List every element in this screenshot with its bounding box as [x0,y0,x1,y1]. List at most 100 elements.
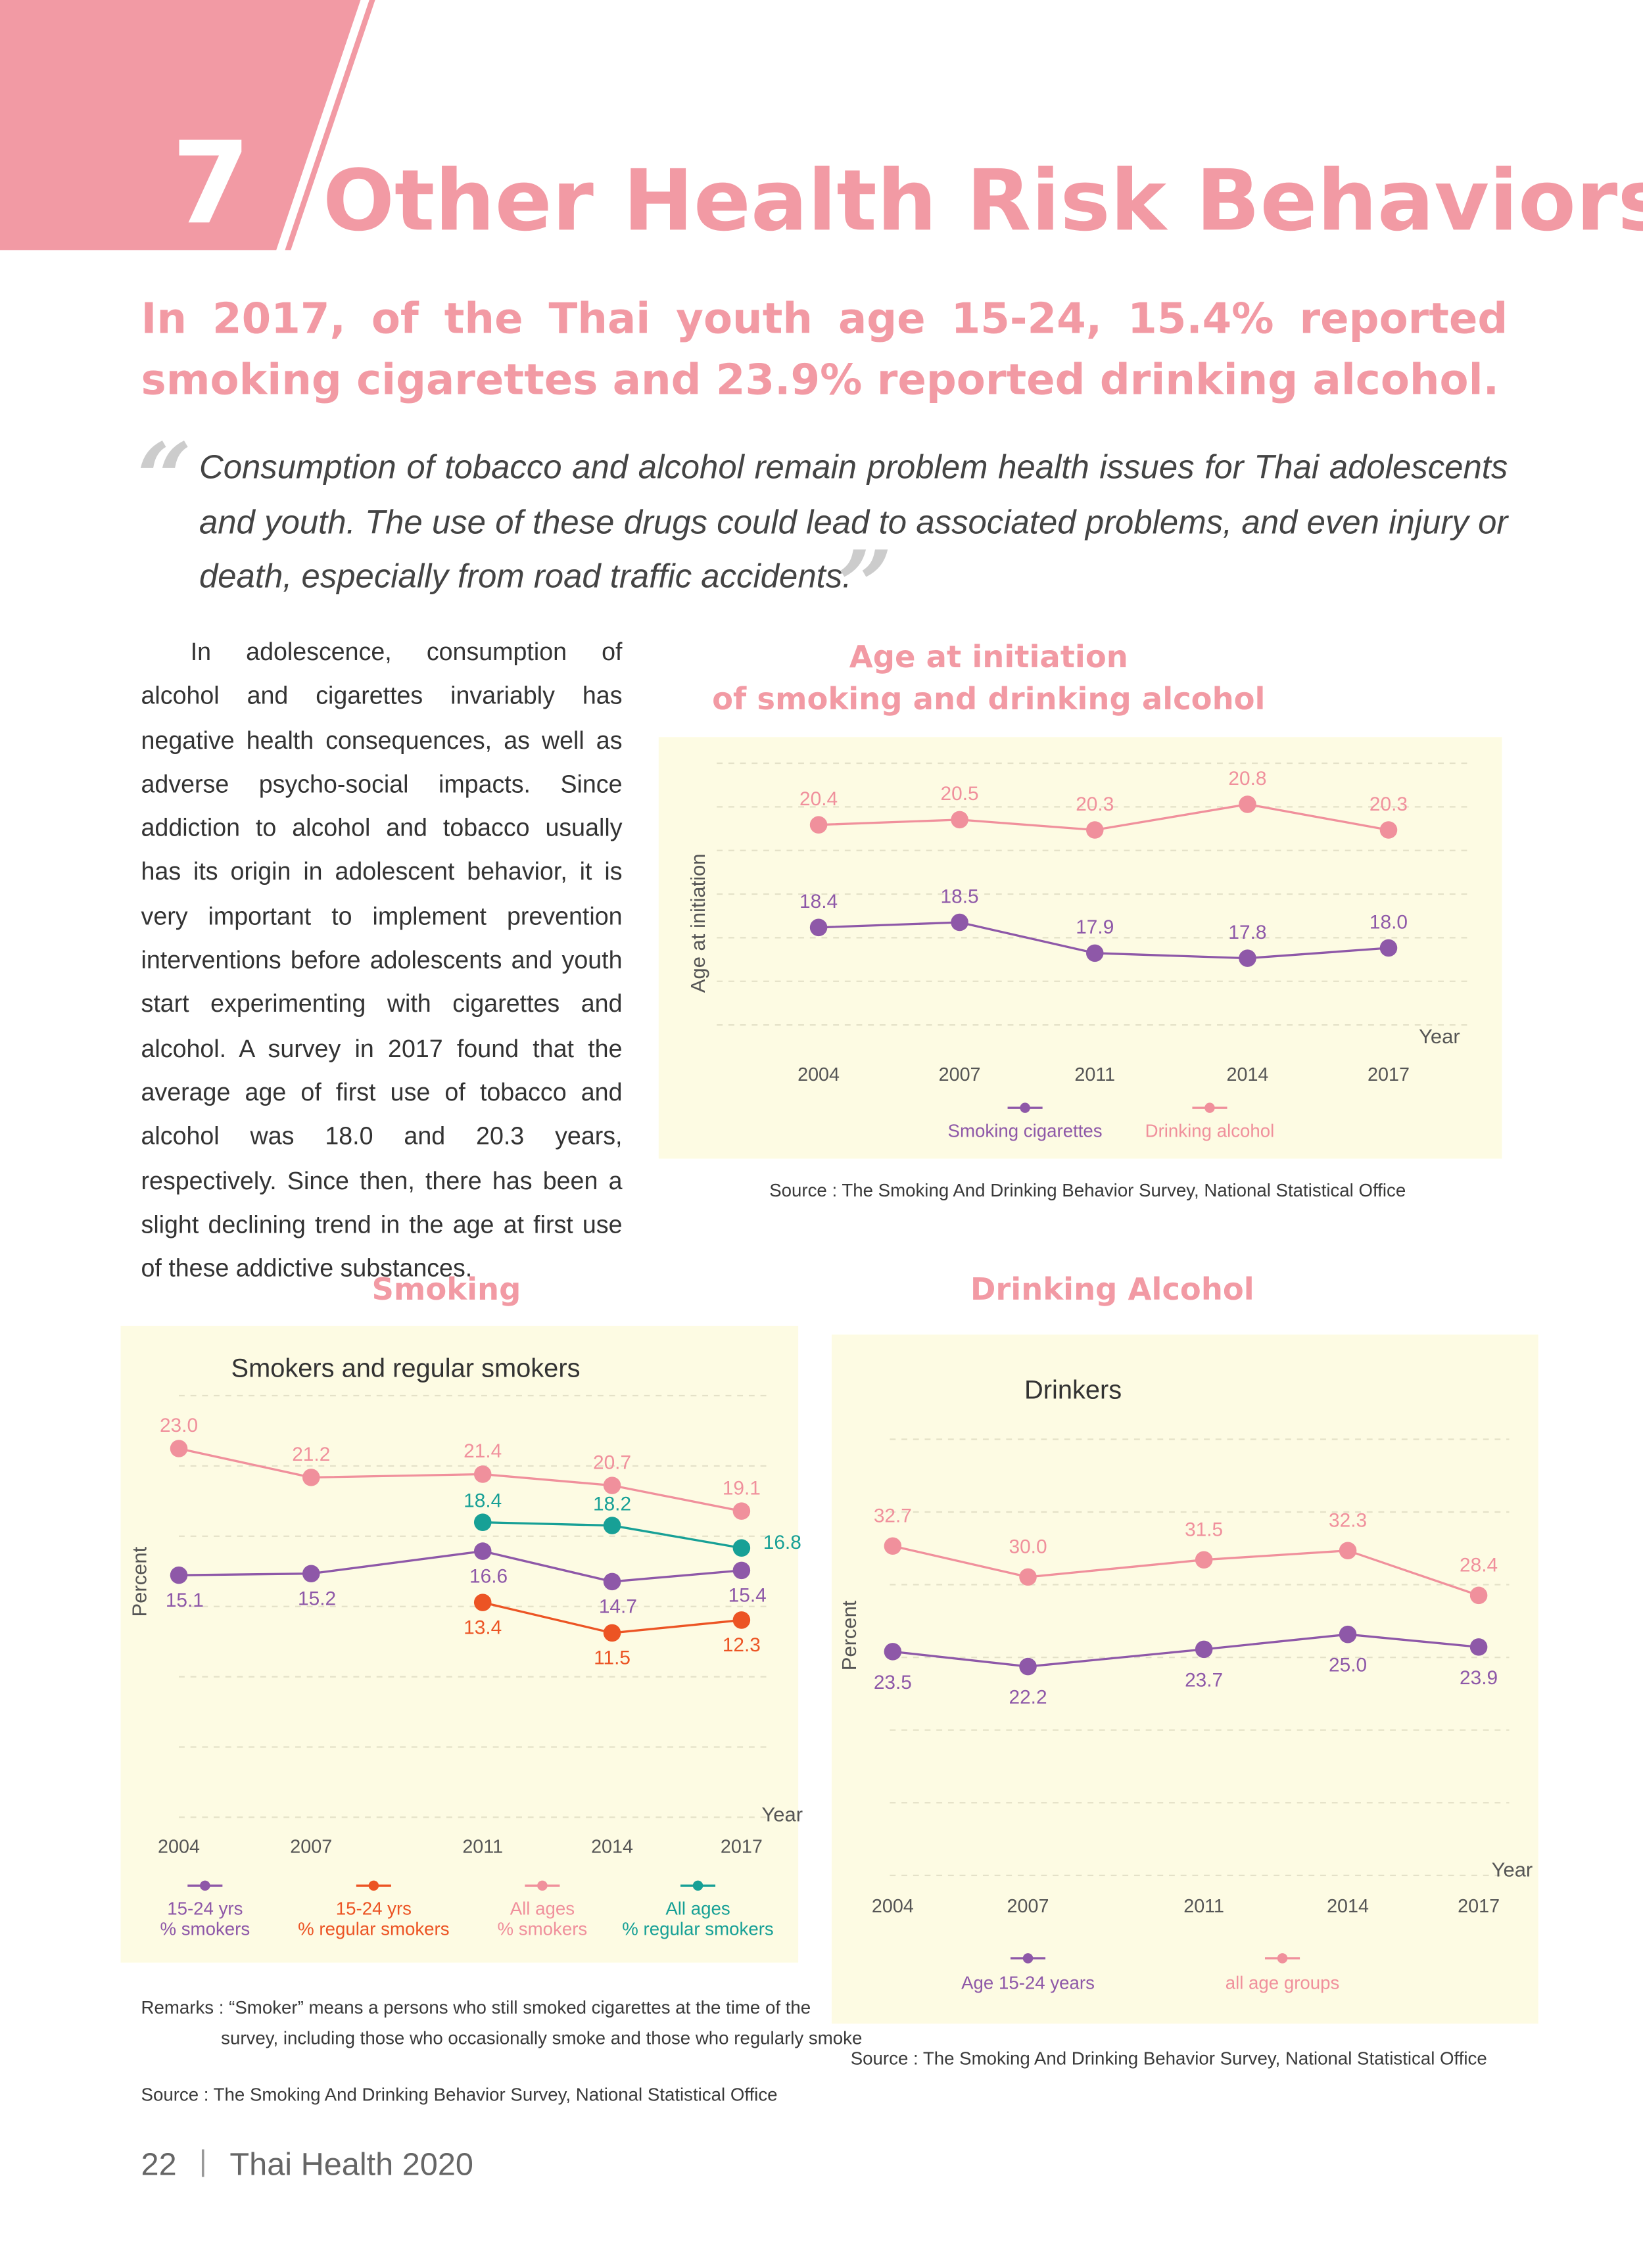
source: Source : The Smoking And Drinking Behavi… [141,2085,778,2106]
data-point [473,1594,492,1611]
data-label: 21.4 [464,1440,502,1462]
chart-background [120,1325,799,1963]
legend-label: Age 15-24 years [961,1973,1095,1993]
data-point [1339,1625,1357,1643]
legend-dot [692,1880,703,1891]
section-title: Drinking Alcohol [970,1272,1254,1308]
data-label: 23.5 [874,1672,912,1693]
x-tick-label: 2007 [1007,1896,1049,1917]
legend-dot [1022,1953,1034,1964]
data-label: 20.8 [1228,768,1266,790]
data-point [1469,1638,1488,1656]
legend-label: All ages % smokers [497,1899,588,1940]
data-point [302,1469,320,1486]
data-label: 15.1 [166,1590,204,1611]
x-tick-label: 2017 [1458,1896,1500,1917]
x-axis-label: Year [1492,1858,1533,1881]
data-label: 23.0 [160,1415,198,1436]
data-label: 28.4 [1460,1554,1498,1576]
y-axis-label: Percent [128,1546,151,1617]
legend-dot [1277,1953,1288,1964]
x-tick-label: 2004 [798,1064,840,1085]
legend-dot [368,1880,379,1891]
lead: In 2017, of the Thai youth age 15-24, 15… [141,293,1508,404]
data-label: 22.2 [1009,1687,1047,1709]
data-label: 18.5 [941,886,979,907]
x-tick-label: 2007 [290,1836,332,1857]
data-point [951,913,968,932]
x-tick-label: 2014 [591,1836,633,1857]
legend-label: 15-24 yrs % smokers [160,1899,250,1940]
y-axis-label: Percent [838,1600,861,1670]
legend-dot [1020,1102,1030,1113]
data-point [1339,1542,1357,1560]
chapter-title: Other Health Risk Behaviors [322,151,1643,250]
data-point [170,1566,188,1584]
legend-label: All ages % regular smokers [622,1899,774,1940]
data-label: 11.5 [594,1647,631,1669]
data-point [732,1539,751,1557]
x-tick-label: 2017 [721,1836,763,1857]
y-axis-label: Age at initiation [686,853,709,993]
data-point [1379,939,1398,957]
data-label: 18.2 [593,1493,631,1515]
data-label: 17.8 [1228,922,1266,943]
data-point [1019,1568,1037,1586]
data-label: 25.0 [1329,1655,1367,1676]
x-tick-label: 2004 [158,1836,200,1857]
data-label: 30.0 [1009,1536,1047,1558]
data-point [951,811,968,829]
header-band [0,0,361,250]
data-label: 20.7 [593,1452,631,1473]
chart-title: Smokers and regular smokers [231,1353,581,1383]
data-label: 20.3 [1369,793,1408,815]
data-label: 18.4 [799,891,838,912]
legend-label: 15-24 yrs % regular smokers [298,1899,450,1940]
legend-dot [200,1880,210,1891]
chart-title: Age at initiation of smoking and drinkin… [712,640,1266,717]
quote-open: “ [136,421,192,535]
x-tick-label: 2017 [1368,1064,1410,1085]
data-label: 14.7 [599,1596,637,1618]
chart-background [831,1335,1538,2024]
body-text: In adolescence, consumption of alcohol a… [141,638,623,1283]
data-point [603,1572,621,1591]
data-point [1085,821,1104,839]
data-label: 19.1 [723,1477,761,1499]
data-label: 17.9 [1076,916,1114,938]
footer-separator: | [199,2146,207,2178]
data-point [1019,1657,1037,1676]
header-stripe [285,0,375,250]
legend-dot [537,1880,548,1891]
x-tick-label: 2011 [1183,1896,1224,1917]
data-label: 20.3 [1076,793,1114,815]
data-point [603,1517,621,1534]
data-label: 15.4 [728,1585,767,1607]
data-point [809,816,828,834]
data-label: 20.5 [941,783,979,805]
chart-title: Drinkers [1024,1375,1122,1405]
data-label: 23.7 [1185,1669,1223,1691]
legend-label: Smoking cigarettes [947,1121,1103,1142]
x-axis-label: Year [762,1803,803,1826]
data-label: 32.3 [1329,1509,1367,1531]
source: Source : The Smoking And Drinking Behavi… [769,1180,1406,1201]
data-label: 16.8 [763,1532,801,1553]
data-point [1469,1586,1488,1605]
data-label: 18.4 [464,1490,502,1512]
data-point [473,1542,492,1560]
data-point [603,1624,621,1642]
data-label: 31.5 [1185,1519,1223,1540]
data-point [809,918,828,937]
data-label: 32.7 [874,1505,912,1526]
publication: Thai Health 2020 [229,2146,473,2183]
data-label: 12.3 [723,1634,761,1656]
data-point [1195,1640,1213,1659]
data-label: 21.2 [292,1444,330,1465]
legend-dot [1204,1102,1215,1113]
x-tick-label: 2004 [872,1896,914,1917]
data-label: 23.9 [1460,1667,1498,1689]
data-point [1379,821,1398,839]
